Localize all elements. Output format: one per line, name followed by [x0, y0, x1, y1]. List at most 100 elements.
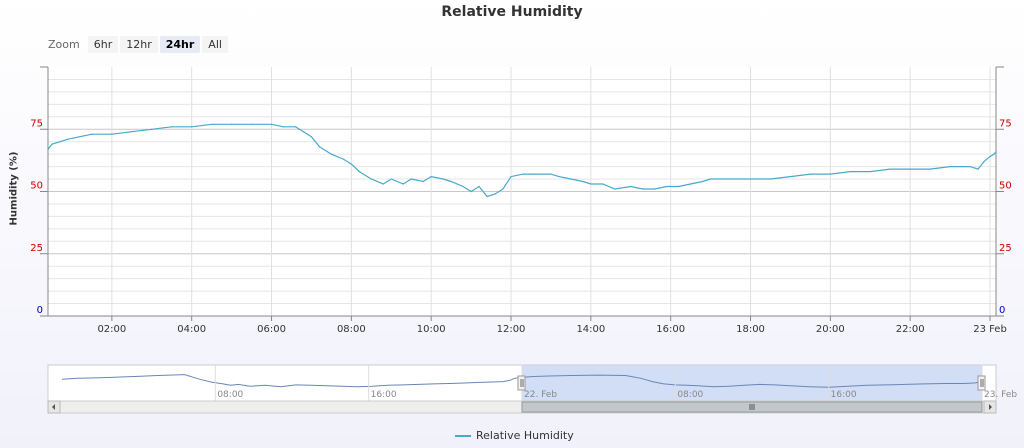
humidity-data-point: [809, 173, 811, 175]
humidity-data-point: [494, 193, 496, 195]
y-tick-label-left: 0: [37, 305, 43, 316]
humidity-data-point: [171, 126, 173, 128]
x-tick-label: 14:00: [576, 324, 605, 335]
humidity-data-point: [829, 173, 831, 175]
humidity-data-point: [869, 170, 871, 173]
humidity-data-point: [961, 166, 963, 168]
humidity-data-point: [949, 166, 951, 168]
x-tick-label: 04:00: [177, 324, 206, 335]
humidity-data-point: [666, 185, 668, 188]
legend[interactable]: Relative Humidity: [455, 429, 574, 442]
humidity-data-point: [462, 185, 464, 188]
navigator-label: 22. Feb: [524, 390, 557, 400]
humidity-data-point: [330, 153, 333, 155]
humidity-data-point: [79, 136, 81, 138]
navigator-label: 23. Feb: [984, 390, 1017, 400]
humidity-data-point: [390, 178, 392, 180]
humidity-data-point: [91, 133, 93, 135]
humidity-data-point: [977, 168, 979, 170]
humidity-data-point: [486, 195, 488, 198]
y-tick-label-right: 0: [999, 305, 1005, 316]
humidity-data-point: [969, 166, 971, 168]
humidity-data-point: [191, 126, 193, 128]
humidity-data-point: [614, 188, 616, 190]
humidity-data-point: [294, 126, 297, 128]
humidity-data-point: [211, 123, 213, 125]
navigator-series-line: [61, 374, 983, 388]
humidity-data-point: [983, 161, 985, 163]
zoom-all-button[interactable]: All: [202, 36, 228, 53]
x-tick-label: 10:00: [417, 324, 446, 335]
humidity-data-point: [342, 158, 344, 160]
humidity-data-point: [478, 185, 480, 188]
x-tick-label: 02:00: [97, 324, 126, 335]
humidity-data-point: [630, 185, 632, 188]
humidity-data-point: [749, 178, 752, 180]
humidity-data-point: [510, 175, 512, 178]
humidity-data-point: [769, 178, 772, 180]
zoom-label: Zoom: [48, 38, 80, 51]
y-tick-label-right: 75: [999, 118, 1012, 129]
humidity-data-point: [989, 156, 991, 158]
humidity-data-point: [131, 131, 133, 133]
humidity-data-point: [422, 180, 424, 183]
x-tick-label: 06:00: [257, 324, 286, 335]
x-tick-label: 08:00: [337, 324, 366, 335]
humidity-data-point: [410, 178, 412, 180]
humidity-data-point: [350, 163, 352, 165]
humidity-data-point: [231, 123, 233, 125]
humidity-data-point: [282, 126, 285, 128]
humidity-data-point: [502, 188, 504, 190]
humidity-data-point: [789, 175, 792, 178]
navigator-selected-range: [522, 365, 982, 401]
humidity-data-point: [270, 123, 273, 125]
arrow-left-icon: [52, 404, 55, 410]
legend-swatch: [455, 434, 471, 437]
chart-title: Relative Humidity: [441, 4, 583, 20]
humidity-data-point: [602, 183, 604, 185]
y-tick-label-left: 50: [30, 181, 43, 192]
humidity-data-point: [522, 173, 524, 175]
humidity-data-point: [382, 183, 384, 185]
navigator-label: 16:00: [371, 390, 397, 400]
navigator-label: 08:00: [217, 390, 243, 400]
zoom-6hr-button[interactable]: 6hr: [87, 36, 119, 53]
legend-label: Relative Humidity: [476, 429, 574, 442]
y-tick-label-right: 50: [999, 181, 1012, 192]
navigator-label: 16:00: [831, 390, 857, 400]
x-tick-label: 16:00: [656, 324, 685, 335]
humidity-data-point: [51, 143, 53, 145]
x-tick-label: 20:00: [816, 324, 845, 335]
zoom-selector: Zoom 6hr 12hr 24hr All: [48, 36, 230, 53]
x-tick-label: 23 Feb: [973, 324, 1007, 335]
humidity-data-point: [690, 183, 692, 185]
humidity-data-point: [909, 168, 911, 170]
humidity-data-point: [358, 170, 360, 173]
humidity-data-point: [402, 183, 404, 185]
humidity-data-point: [370, 178, 372, 180]
humidity-data-point: [654, 188, 656, 190]
x-tick-label: 22:00: [896, 324, 925, 335]
humidity-data-point: [250, 123, 253, 125]
y-tick-label-right: 25: [999, 243, 1012, 254]
humidity-data-point: [849, 170, 851, 173]
humidity-data-point: [642, 188, 644, 190]
humidity-data-point: [310, 136, 313, 138]
humidity-data-point: [582, 180, 584, 183]
humidity-data-point: [534, 173, 536, 175]
humidity-data-point: [889, 168, 891, 170]
zoom-24hr-button[interactable]: 24hr: [159, 36, 201, 53]
humidity-data-point: [570, 178, 572, 180]
y-tick-label-left: 75: [30, 118, 43, 129]
humidity-data-point: [111, 133, 113, 135]
humidity-data-point: [590, 183, 592, 185]
humidity-data-point: [318, 146, 321, 148]
humidity-data-point: [702, 180, 704, 183]
humidity-data-point: [929, 168, 931, 170]
x-tick-label: 12:00: [497, 324, 526, 335]
y-tick-label-left: 25: [30, 243, 43, 254]
humidity-data-point: [678, 185, 680, 188]
humidity-data-point: [47, 148, 49, 150]
zoom-12hr-button[interactable]: 12hr: [120, 36, 158, 53]
